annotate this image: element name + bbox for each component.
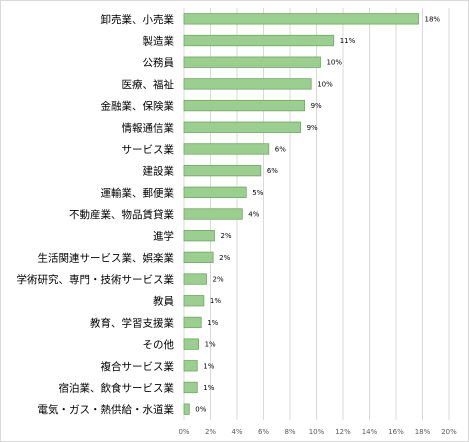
x-tick-label: 2%: [205, 428, 216, 436]
bar: [183, 56, 321, 68]
data-label: 2%: [213, 276, 224, 284]
data-label: 1%: [210, 297, 221, 305]
bar: [183, 13, 419, 25]
category-label: 運輸業、郵便業: [101, 186, 175, 199]
bar: [183, 381, 198, 394]
x-axis-tick-labels: 0% 2% 4% 6% 8% 10% 12% 14% 16% 18% 20%: [178, 428, 457, 436]
category-label: 学術研究、専門・技術サービス業: [17, 273, 175, 286]
data-label: 2%: [219, 254, 230, 262]
category-label: 宿泊業、飲食サービス業: [59, 381, 175, 394]
data-label: 9%: [307, 124, 318, 132]
data-label: 10%: [326, 59, 342, 67]
bar: [183, 34, 335, 47]
data-label: 6%: [267, 167, 278, 175]
category-label: 複合サービス業: [101, 360, 175, 373]
data-label: 1%: [203, 362, 214, 370]
gridlines: [183, 8, 450, 420]
x-tick-label: 10%: [309, 428, 325, 436]
bar: [183, 360, 198, 372]
category-label: 医療、福祉: [122, 78, 175, 91]
category-label: 製造業: [143, 35, 175, 48]
category-label: 電気・ガス・熱供給・水道業: [38, 403, 175, 416]
x-tick-label: 14%: [362, 428, 378, 436]
category-label: 進学: [153, 230, 174, 243]
x-tick-label: 20%: [441, 428, 457, 436]
x-tick-label: 18%: [415, 428, 431, 436]
x-tick-label: 8%: [284, 428, 295, 436]
data-label: 0%: [195, 406, 206, 414]
category-labels: 卸売業、小売業製造業公務員医療、福祉金融業、保険業情報通信業サービス業建設業運輸…: [17, 13, 175, 416]
bar: [183, 208, 243, 220]
category-label: 建設業: [143, 165, 175, 178]
category-label: 生活関連サービス業、娯楽業: [38, 251, 175, 264]
bar: [183, 338, 199, 350]
data-label: 6%: [275, 145, 286, 153]
category-label: サービス業: [122, 143, 175, 156]
data-label: 1%: [207, 319, 218, 327]
category-label: 卸売業、小売業: [101, 13, 175, 26]
data-label: 10%: [317, 80, 333, 88]
category-label: 金融業、保険業: [101, 100, 175, 113]
data-label: 4%: [248, 211, 259, 219]
x-tick-label: 12%: [335, 428, 351, 436]
x-tick-label: 6%: [258, 428, 269, 436]
x-tick-label: 16%: [388, 428, 404, 436]
bars: [183, 13, 419, 415]
category-label: 教育、学習支援業: [90, 316, 174, 329]
data-label: 1%: [205, 341, 216, 349]
x-tick-label: 4%: [231, 428, 242, 436]
bar: [183, 251, 214, 264]
category-label: 公務員: [143, 56, 175, 69]
category-label: 情報通信業: [122, 121, 175, 134]
x-tick-label: 0%: [178, 428, 189, 436]
category-label: その他: [143, 338, 175, 351]
bar: [183, 273, 207, 285]
bar: [183, 403, 190, 415]
bar: [183, 164, 262, 177]
category-label: 教員: [153, 295, 174, 308]
bar: [183, 143, 270, 155]
value-labels: 18% 11% 10% 10% 9% 9% 6% 6% 5% 4% 2% 2% 2% 1% 1% 1% 1% 1%…: [195, 15, 440, 413]
category-label: 不動産業、物品賃貸業: [69, 208, 174, 221]
bar: [183, 230, 215, 242]
bar: [183, 186, 247, 198]
bar: [183, 78, 312, 90]
bar: [183, 121, 301, 133]
data-label: 1%: [203, 384, 214, 392]
data-label: 5%: [252, 189, 263, 197]
data-label: 9%: [311, 102, 322, 110]
bar: [183, 295, 205, 307]
bar: [183, 99, 305, 112]
bar: [183, 316, 202, 329]
data-label: 2%: [220, 232, 231, 240]
data-label: 11%: [340, 37, 356, 45]
data-label: 18%: [425, 15, 441, 23]
